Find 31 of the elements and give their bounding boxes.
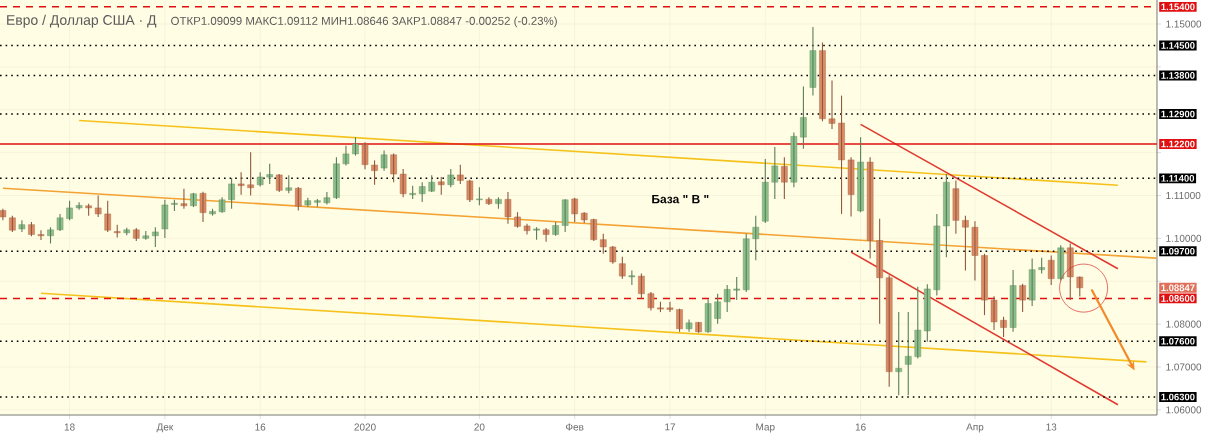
ref-line-label: 1.13800 — [1161, 72, 1195, 79]
y-tick-label: 1.06000 — [1166, 406, 1202, 414]
ref-line-label: 1.15400 — [1161, 3, 1195, 11]
x-tick-label: 16 — [855, 423, 866, 431]
text: ОТКР1.09099 МАКС1.09112 МИН1.08646 ЗАКР1.08847 -0.00252 (-0.23%) — [171, 16, 557, 28]
x-tick-label: 16 — [255, 423, 266, 431]
text: Евро / Доллар США · Д — [7, 14, 157, 28]
x-tick-label: 20 — [474, 423, 485, 431]
ref-line-label: 1.07600 — [1161, 337, 1195, 345]
ref-line-label: 1.12200 — [1161, 140, 1195, 148]
y-tick-label: 1.08000 — [1166, 320, 1202, 328]
x-tick-label: 17 — [665, 423, 676, 431]
x-tick-label: Фев — [566, 423, 584, 431]
y-tick-label: 1.07000 — [1166, 363, 1202, 371]
text: 1.08847 — [1161, 284, 1195, 292]
y-tick-label: 1.15000 — [1166, 20, 1202, 28]
annotation: База " В " — [652, 195, 709, 204]
ref-line-label: 1.14500 — [1161, 42, 1195, 49]
x-tick-label: Апр — [966, 423, 984, 433]
y-tick-label: 1.11000 — [1166, 191, 1201, 200]
x-tick-label: 18 — [64, 423, 75, 431]
ref-line-label: 1.11400 — [1161, 174, 1195, 182]
x-tick-label: Дек — [156, 423, 174, 433]
x-tick-label: Мар — [756, 423, 775, 433]
x-tick-label: 2020 — [354, 423, 376, 431]
ref-line-label: 1.06300 — [1161, 393, 1195, 401]
ref-line-label: 1.08600 — [1161, 295, 1195, 302]
ref-line-label: 1.12900 — [1161, 110, 1195, 118]
ref-line-label: 1.09700 — [1161, 247, 1195, 255]
y-tick-label: 1.10000 — [1166, 234, 1202, 242]
x-tick-label: 13 — [1046, 423, 1057, 431]
